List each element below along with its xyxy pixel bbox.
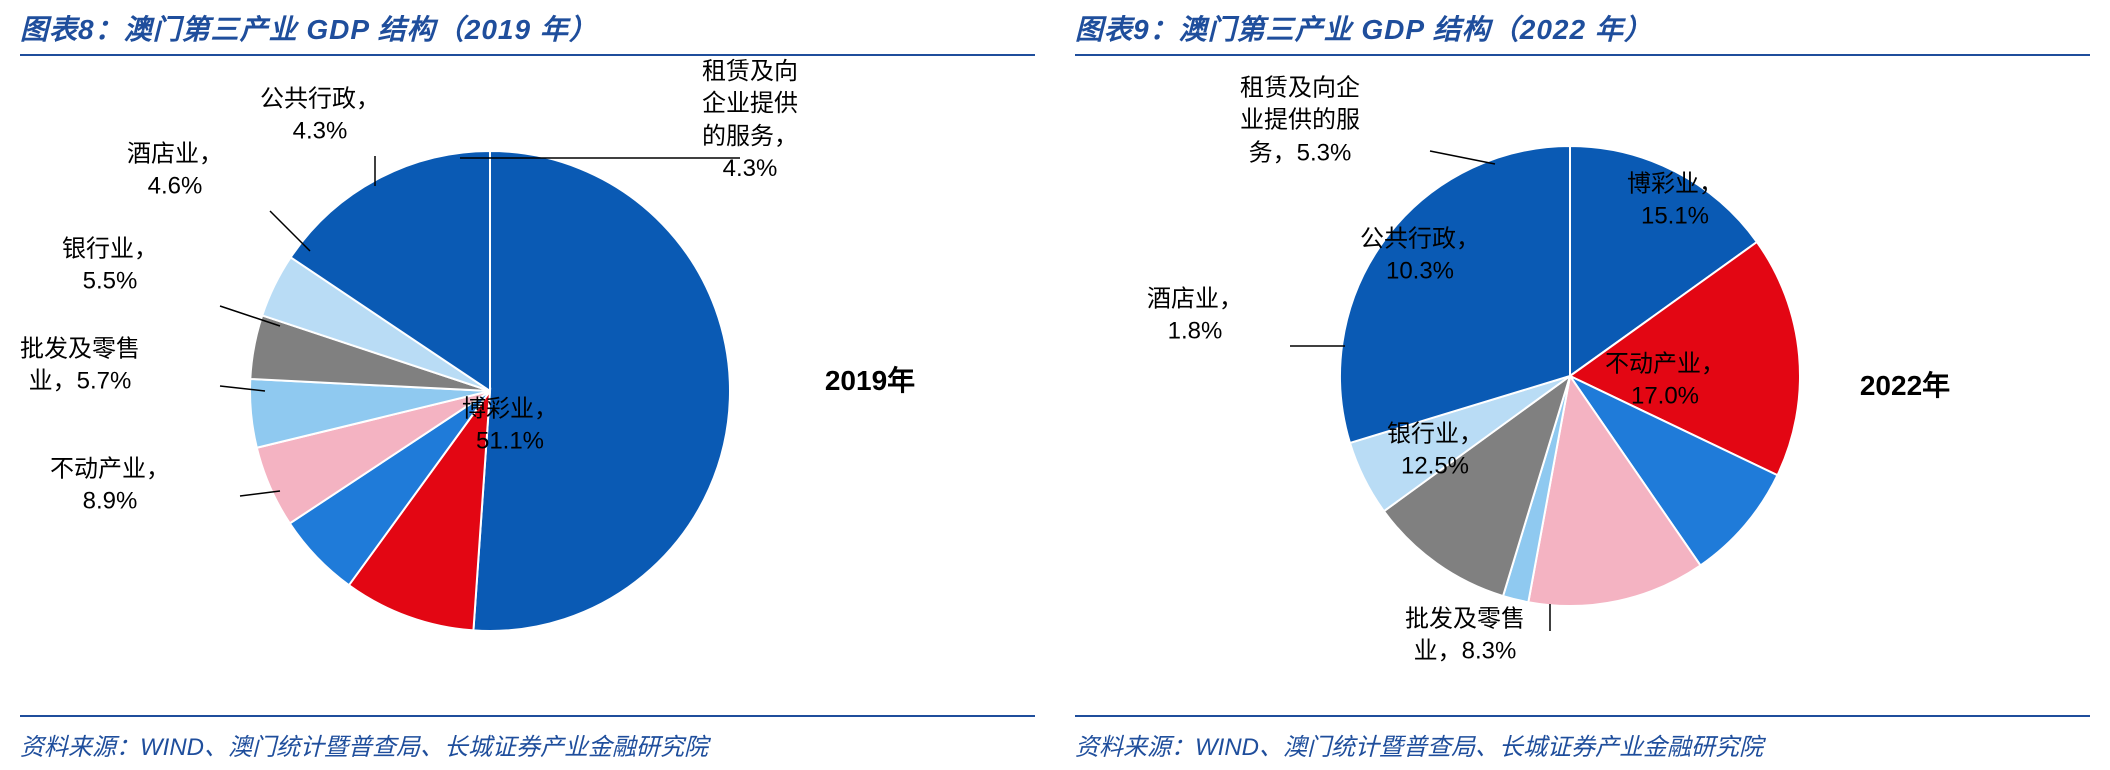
slice-label: 不动产业， 8.9%	[50, 454, 170, 519]
slice-label: 酒店业， 4.6%	[127, 139, 223, 204]
slice-label: 博彩业， 51.1%	[462, 394, 558, 459]
year-label: 2022年	[1860, 367, 1950, 405]
left-footer: 资料来源：WIND、澳门统计暨普查局、长城证券产业金融研究院	[20, 715, 1035, 770]
year-label: 2019年	[825, 362, 915, 400]
slice-label: 银行业， 5.5%	[62, 234, 158, 299]
pie-slice	[473, 151, 730, 631]
slice-label: 银行业， 12.5%	[1387, 419, 1483, 484]
slice-label: 不动产业， 17.0%	[1605, 349, 1725, 414]
slice-label: 租赁及向企 业提供的服 务，5.3%	[1240, 72, 1360, 169]
slice-label: 批发及零售 业，5.7%	[20, 334, 140, 399]
slice-label: 公共行政， 10.3%	[1360, 224, 1480, 289]
right-footer: 资料来源：WIND、澳门统计暨普查局、长城证券产业金融研究院	[1075, 715, 2090, 770]
right-chart-area: 博彩业， 15.1% 不动产业， 17.0% 批发及零售 业，8.3% 银行业， 12…	[1075, 56, 2090, 715]
leader-line	[1430, 151, 1495, 164]
slice-label: 博彩业， 15.1%	[1627, 169, 1723, 234]
slice-label: 酒店业， 1.8%	[1147, 284, 1243, 349]
slice-label: 批发及零售 业，8.3%	[1405, 604, 1525, 669]
slice-label: 租赁及向 企业提供 的服务， 4.3%	[702, 56, 798, 186]
left-chart-area: 博彩业， 51.1% 不动产业， 8.9% 批发及零售 业，5.7% 银行业， 5.5…	[20, 56, 1035, 715]
right-title: 图表9：澳门第三产业 GDP 结构（2022 年）	[1075, 0, 2090, 56]
left-title: 图表8：澳门第三产业 GDP 结构（2019 年）	[20, 0, 1035, 56]
right-panel: 图表9：澳门第三产业 GDP 结构（2022 年） 博彩业， 15.1% 不动产业…	[1055, 0, 2110, 770]
slice-label: 公共行政， 4.3%	[260, 84, 380, 149]
leader-line	[270, 211, 310, 251]
left-panel: 图表8：澳门第三产业 GDP 结构（2019 年） 博彩业， 51.1% 不动产业…	[0, 0, 1055, 770]
